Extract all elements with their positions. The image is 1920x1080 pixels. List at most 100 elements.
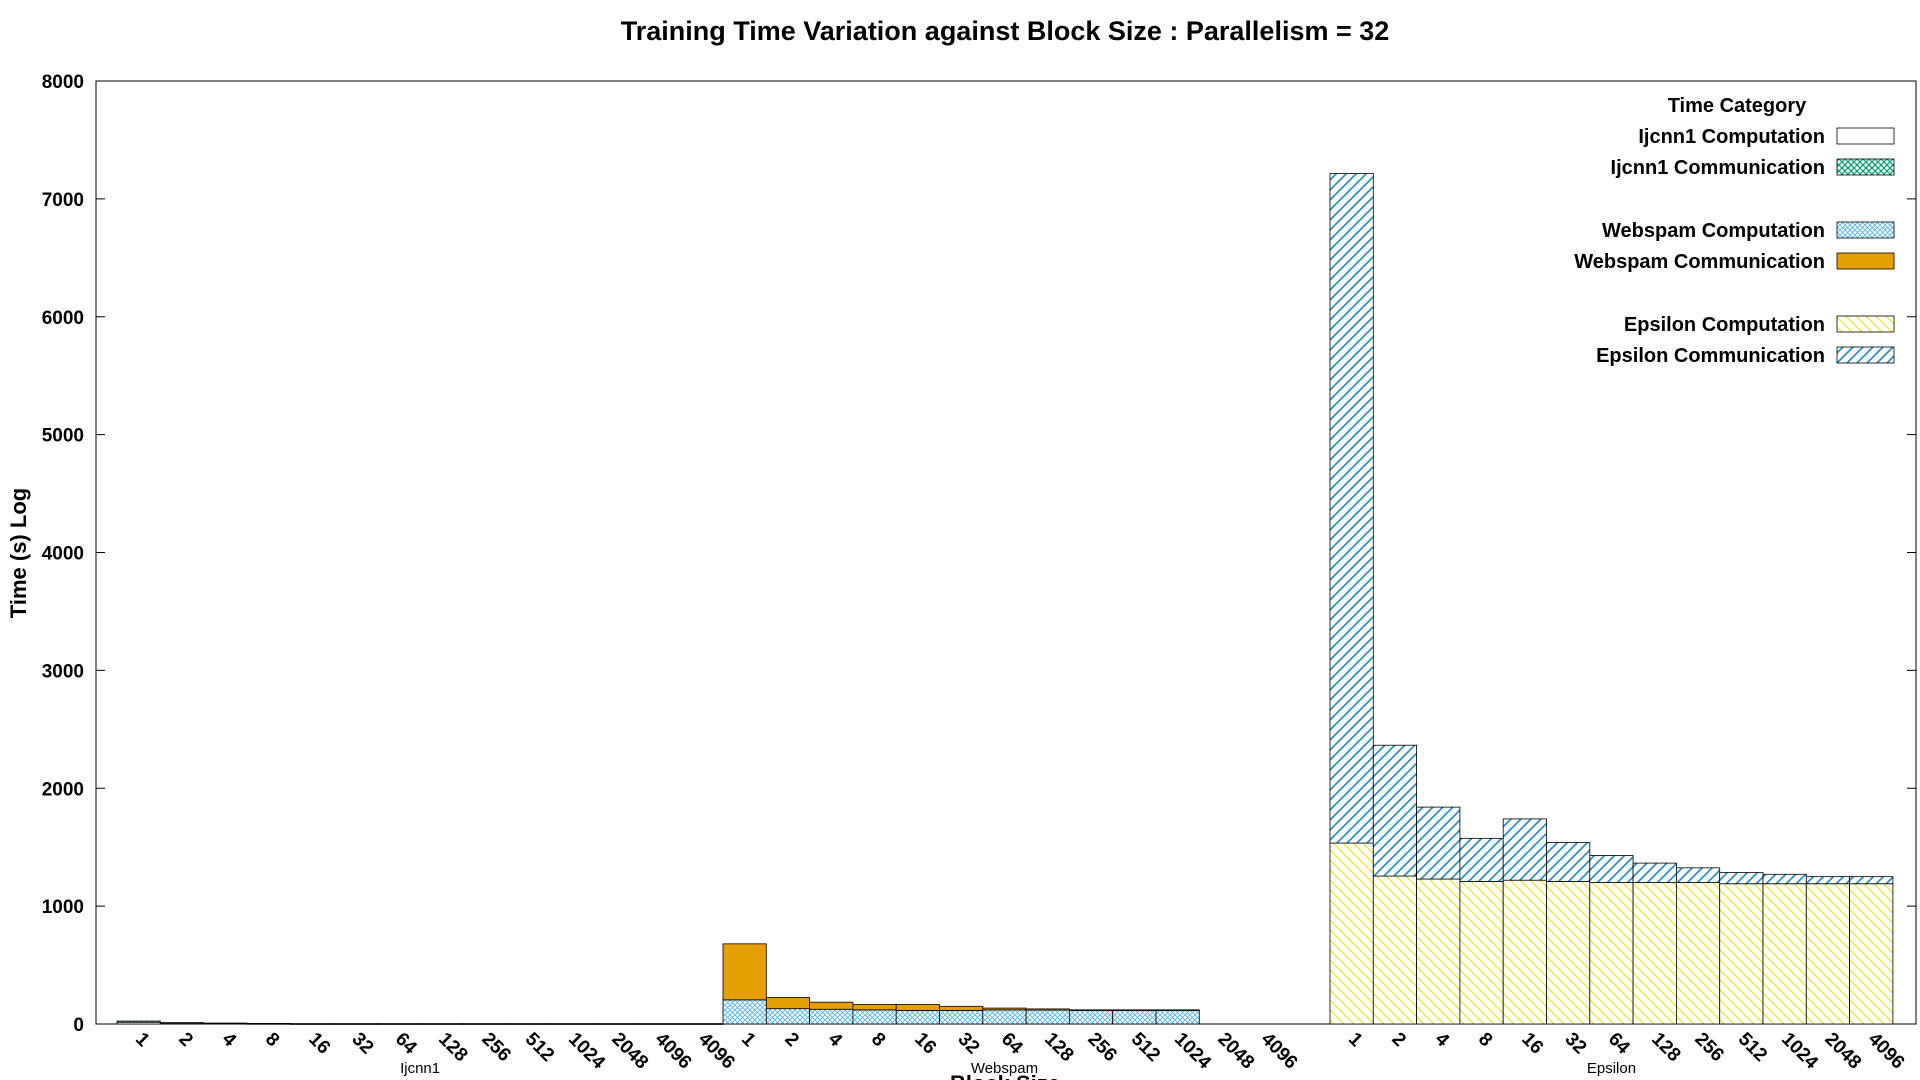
x-tick-label: 2 bbox=[780, 1029, 802, 1051]
legend-swatch bbox=[1836, 127, 1895, 145]
bar-segment bbox=[939, 1010, 984, 1025]
bar-segment bbox=[1849, 876, 1894, 885]
bar-segment bbox=[1025, 1009, 1070, 1025]
x-tick-label: 256 bbox=[1691, 1029, 1728, 1066]
bar-segment bbox=[1372, 875, 1418, 1025]
x-tick-label: 2 bbox=[1387, 1029, 1409, 1051]
x-tick-label: 1 bbox=[1344, 1029, 1367, 1052]
group-label: Ijcnn1 bbox=[400, 1060, 440, 1077]
x-tick-label: 32 bbox=[348, 1029, 378, 1059]
bar-segment bbox=[1589, 882, 1634, 1025]
x-tick-label: 4096 bbox=[694, 1029, 739, 1074]
x-tick-label: 8 bbox=[261, 1029, 283, 1051]
x-tick-label: 16 bbox=[1517, 1029, 1547, 1059]
x-tick-label: 4 bbox=[824, 1029, 847, 1052]
x-tick-label: 128 bbox=[1647, 1029, 1684, 1066]
x-tick-label: 4 bbox=[218, 1029, 241, 1052]
y-tick-label: 7000 bbox=[42, 190, 84, 211]
bar-segment bbox=[289, 1023, 334, 1025]
y-axis-title: Time (s) Log bbox=[6, 488, 31, 618]
legend-label: Ijcnn1 Computation bbox=[1638, 126, 1825, 148]
x-tick-label: 128 bbox=[1040, 1029, 1077, 1066]
bar-segment bbox=[592, 1023, 637, 1025]
legend-swatch bbox=[1836, 315, 1895, 333]
bar-segment bbox=[462, 1023, 508, 1025]
bar-segment bbox=[1025, 1008, 1070, 1011]
legend-label: Webspam Communication bbox=[1574, 251, 1825, 273]
bar-segment bbox=[1762, 883, 1807, 1025]
bar-segment bbox=[1112, 1010, 1157, 1025]
x-tick-label: 512 bbox=[1127, 1029, 1164, 1066]
y-tick-label: 4000 bbox=[42, 544, 84, 565]
bar-segment bbox=[1416, 878, 1461, 1025]
x-tick-label: 32 bbox=[954, 1029, 984, 1059]
bar-segment bbox=[939, 1005, 984, 1011]
legend-swatch bbox=[1836, 346, 1895, 364]
y-tick-label: 6000 bbox=[42, 308, 84, 329]
group-labels: Ijcnn1 Webspam Epsilon bbox=[400, 1060, 1636, 1077]
bar-segment bbox=[1502, 879, 1547, 1025]
group-label: Webspam bbox=[971, 1060, 1038, 1077]
bar-segment bbox=[506, 1023, 551, 1025]
x-tick-label: 2048 bbox=[607, 1029, 652, 1074]
x-tick-label: 64 bbox=[1604, 1029, 1634, 1059]
legend-label: Webspam Computation bbox=[1602, 220, 1825, 242]
x-tick-label: 4 bbox=[1431, 1029, 1454, 1052]
y-tick-label: 0 bbox=[73, 1015, 84, 1036]
bar-segment bbox=[159, 1022, 205, 1024]
x-tick-label: 16 bbox=[910, 1029, 940, 1059]
bar-segment bbox=[852, 1009, 897, 1025]
y-tick-label: 8000 bbox=[42, 72, 84, 93]
bar-segment bbox=[765, 997, 810, 1010]
x-tick-label: 4096 bbox=[1864, 1029, 1909, 1074]
legend-label: Epsilon Communication bbox=[1596, 345, 1825, 367]
bar-segment bbox=[246, 1023, 291, 1025]
bar-segment bbox=[1069, 1009, 1114, 1011]
bar-segment bbox=[1546, 880, 1591, 1025]
x-tick-label: 64 bbox=[997, 1029, 1027, 1059]
bar-segment bbox=[1112, 1009, 1157, 1011]
legend-swatch bbox=[1836, 252, 1895, 270]
x-tick-label: 8 bbox=[867, 1029, 889, 1051]
x-tick-label: 8 bbox=[1474, 1029, 1496, 1051]
y-tick-label: 5000 bbox=[42, 426, 84, 447]
x-tick-label: 4096 bbox=[651, 1029, 696, 1074]
y-tick-label: 1000 bbox=[42, 897, 84, 918]
bar-segment bbox=[1632, 882, 1677, 1025]
bar-segment bbox=[419, 1023, 464, 1025]
bar-segment bbox=[1676, 867, 1721, 883]
bar-segment bbox=[852, 1004, 897, 1011]
x-tick-label: 1024 bbox=[564, 1029, 609, 1074]
bar-segment bbox=[376, 1023, 421, 1025]
x-tick-label: 1 bbox=[131, 1029, 154, 1052]
bar-segment bbox=[1069, 1010, 1114, 1025]
x-tick-label: 1024 bbox=[1777, 1029, 1822, 1074]
x-tick-label: 512 bbox=[1734, 1029, 1771, 1066]
y-tick-label: 3000 bbox=[42, 661, 84, 682]
x-tick-label: 512 bbox=[521, 1029, 558, 1066]
bar-segment bbox=[1719, 883, 1764, 1025]
bar-segment bbox=[1459, 880, 1504, 1025]
bar-segment bbox=[1155, 1010, 1200, 1025]
bar-segment bbox=[1155, 1009, 1200, 1011]
bar-segment bbox=[895, 1010, 940, 1025]
x-tick-label: 4096 bbox=[1257, 1029, 1302, 1074]
bar-segment bbox=[679, 1023, 724, 1025]
bar-segment bbox=[1762, 873, 1807, 885]
bar-segment bbox=[722, 943, 767, 1001]
bar-segment bbox=[1849, 883, 1894, 1025]
bars bbox=[116, 173, 1894, 1025]
x-axis-title: Block Size bbox=[950, 1071, 1060, 1080]
bar-segment bbox=[895, 1004, 940, 1011]
bar-segment bbox=[982, 1009, 1027, 1025]
x-tick-label: 16 bbox=[304, 1029, 334, 1059]
bar-segment bbox=[1416, 806, 1461, 880]
bar-segment bbox=[1719, 872, 1764, 885]
chart-title: Training Time Variation against Block Si… bbox=[621, 16, 1390, 46]
legend: Time Category Ijcnn1 Computation Ijcnn1 Co… bbox=[1574, 95, 1895, 367]
bar-segment bbox=[1546, 842, 1591, 882]
legend-label: Epsilon Computation bbox=[1624, 314, 1825, 336]
bar-segment bbox=[203, 1022, 248, 1025]
x-tick-label: 256 bbox=[478, 1029, 515, 1066]
